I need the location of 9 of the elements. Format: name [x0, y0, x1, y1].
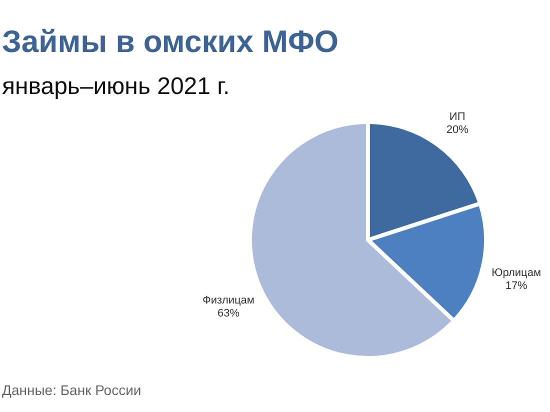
chart-subtitle: январь–июнь 2021 г.	[2, 73, 230, 100]
data-label: 20%	[446, 124, 469, 136]
slice-label: Юрлицам	[492, 267, 542, 280]
data-label: 17%	[505, 280, 528, 292]
text: Данные: Банк России	[2, 382, 142, 398]
slice-label: ИП	[449, 111, 466, 124]
chart-title: Займы в омских МФО	[2, 24, 339, 59]
slice-label: Физлицам	[202, 294, 254, 306]
data-label: 63%	[217, 307, 240, 320]
